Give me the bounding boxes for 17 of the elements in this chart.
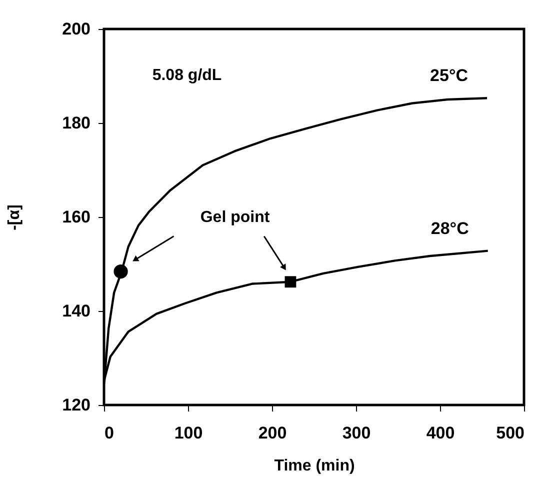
series-label: 28°C — [430, 218, 469, 238]
series-label: 25°C — [430, 66, 468, 86]
x-tick-label: 200 — [258, 424, 287, 442]
y-tick-label: 140 — [62, 302, 90, 320]
x-tick-label: 300 — [342, 424, 371, 442]
y-tick-label: 180 — [62, 114, 90, 132]
y-tick-label: 160 — [62, 208, 90, 226]
y-tick-label: 200 — [62, 20, 90, 38]
y-tick-label: 120 — [62, 396, 90, 414]
x-tick-label: 0 — [104, 424, 114, 442]
annotation: Gel point — [200, 209, 270, 226]
y-axis-title: -[α] — [6, 204, 24, 230]
x-tick-label: 400 — [426, 424, 455, 442]
x-tick-label: 500 — [496, 424, 524, 442]
x-tick-label: 100 — [174, 424, 203, 442]
annotation: 5.08 g/dL — [152, 67, 222, 84]
x-axis-title: Time (min) — [274, 458, 355, 474]
